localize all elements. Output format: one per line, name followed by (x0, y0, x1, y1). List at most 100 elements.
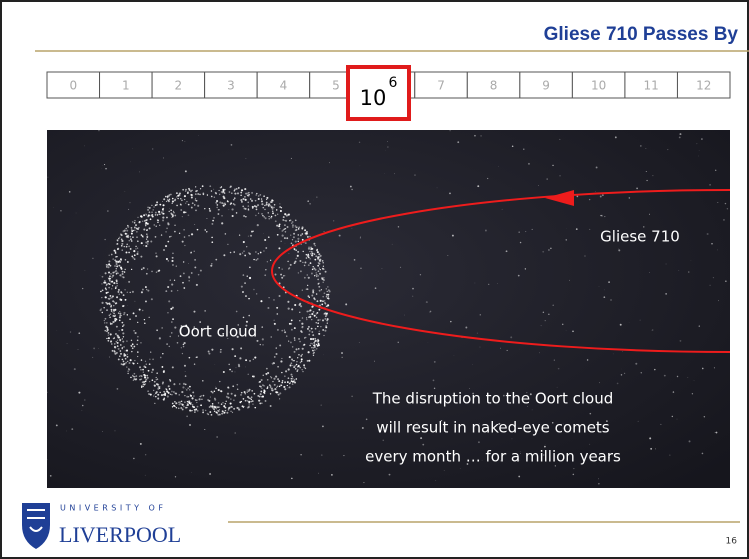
cloud-dot (302, 233, 304, 235)
cloud-dot (320, 269, 321, 270)
cloud-dot (122, 359, 124, 361)
cloud-dot (294, 339, 295, 340)
star (47, 177, 48, 178)
cloud-dot (209, 208, 210, 209)
cloud-dot (120, 267, 122, 269)
star (598, 479, 599, 480)
star (547, 178, 548, 179)
cloud-dot (179, 233, 180, 234)
cloud-dot (281, 358, 282, 359)
cloud-dot (101, 302, 103, 304)
cloud-dot (240, 192, 242, 194)
cloud-dot (224, 412, 226, 414)
star (711, 243, 712, 244)
cloud-dot (263, 375, 264, 376)
cloud-dot (196, 399, 197, 400)
star (291, 478, 293, 480)
star (115, 430, 116, 431)
cloud-dot (257, 224, 259, 226)
star (436, 480, 437, 481)
cloud-dot (218, 190, 219, 191)
cloud-dot (142, 289, 144, 291)
cloud-dot (130, 238, 132, 240)
star (145, 475, 146, 476)
cloud-dot (140, 342, 141, 343)
cloud-dot (145, 222, 147, 224)
cloud-dot (243, 198, 245, 200)
cloud-dot (117, 248, 119, 250)
star (725, 281, 726, 282)
cloud-dot (252, 375, 254, 377)
star (185, 141, 186, 142)
cloud-dot (192, 202, 194, 204)
cloud-dot (302, 262, 303, 263)
star (542, 251, 544, 253)
cloud-dot (183, 229, 185, 231)
cloud-dot (298, 272, 299, 273)
cloud-dot (245, 359, 247, 361)
cloud-dot (319, 260, 321, 262)
cloud-dot (195, 186, 196, 187)
cloud-dot (241, 392, 243, 394)
cloud-dot (317, 258, 319, 260)
caption-line: will result in naked-eye comets (376, 419, 609, 437)
cloud-dot (304, 337, 305, 338)
cloud-dot (147, 237, 149, 239)
star (351, 189, 352, 190)
cloud-dot (316, 317, 318, 319)
cloud-dot (170, 209, 171, 210)
cloud-dot (137, 363, 138, 364)
cloud-dot (115, 302, 117, 304)
cloud-dot (114, 346, 116, 348)
cloud-dot (170, 236, 171, 237)
cloud-dot (104, 322, 105, 323)
cloud-dot (300, 305, 302, 307)
cloud-dot (156, 329, 158, 331)
scale-tick: 12 (696, 79, 711, 93)
cloud-dot (280, 360, 282, 362)
star (374, 361, 375, 362)
cloud-dot (259, 194, 261, 196)
cloud-dot (290, 235, 291, 236)
cloud-dot (286, 215, 287, 216)
star (589, 199, 590, 200)
cloud-dot (122, 338, 123, 339)
cloud-dot (295, 225, 297, 227)
star (126, 282, 127, 283)
star (477, 185, 479, 187)
cloud-dot (132, 221, 134, 223)
cloud-dot (307, 360, 309, 362)
cloud-dot (257, 395, 259, 397)
star (649, 214, 650, 215)
cloud-dot (270, 205, 272, 207)
cloud-dot (268, 216, 269, 217)
star (387, 141, 388, 142)
cloud-dot (178, 394, 180, 396)
cloud-dot (260, 344, 261, 345)
cloud-dot (262, 338, 264, 340)
cloud-dot (135, 246, 137, 248)
highlight-base: 10 (360, 86, 387, 110)
cloud-dot (243, 398, 245, 400)
cloud-dot (101, 297, 102, 298)
cloud-dot (211, 223, 213, 225)
star (342, 357, 343, 358)
cloud-dot (139, 366, 141, 368)
cloud-dot (270, 376, 271, 377)
star (617, 383, 619, 385)
cloud-dot (215, 259, 217, 261)
cloud-dot (304, 366, 306, 368)
star (154, 403, 155, 404)
cloud-dot (157, 379, 158, 380)
cloud-dot (292, 224, 294, 226)
cloud-dot (169, 236, 170, 237)
cloud-dot (263, 250, 264, 251)
cloud-dot (153, 395, 154, 396)
cloud-dot (182, 386, 184, 388)
cloud-dot (228, 364, 230, 366)
cloud-dot (139, 376, 140, 377)
cloud-dot (276, 347, 277, 348)
cloud-dot (254, 407, 256, 409)
star (204, 310, 206, 312)
cloud-dot (185, 189, 187, 191)
